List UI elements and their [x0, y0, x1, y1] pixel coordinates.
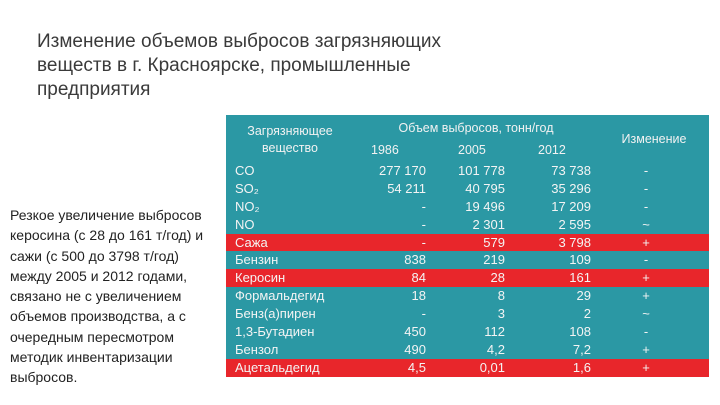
value-1986: 18: [411, 288, 426, 304]
year-1986: 1986: [371, 143, 399, 157]
slide-title: Изменение объемов выбросов загрязняющих …: [37, 31, 442, 100]
value-2005: 8: [497, 288, 505, 304]
value-2012: 161: [569, 270, 591, 286]
value-2005: 112: [484, 324, 505, 340]
value-1986: 4,5: [407, 359, 426, 375]
value-1986: 84: [411, 270, 426, 286]
pollutant-name: Керосин: [235, 270, 286, 286]
pollutant-name: Бенз(а)пирен: [235, 306, 316, 322]
year-2012: 2012: [538, 143, 566, 157]
value-1986: 838: [404, 252, 426, 268]
change-indicator: ~: [642, 216, 650, 232]
table-body: CO 277 170 101 778 73 738- SO₂ 54 211 40 795 35…: [226, 162, 709, 377]
table-row: Керосин 84 28 161 +: [226, 269, 709, 288]
value-2012: 73 738: [551, 163, 591, 178]
value-1986: 277 170: [379, 163, 426, 178]
header-pollutant-line2: вещество: [262, 141, 318, 155]
table-row: 1,3-Бутадиен 450 112 108 -: [226, 323, 709, 341]
change-indicator: ~: [642, 306, 650, 322]
value-2012: 7,2: [572, 341, 591, 357]
value-1986: -: [421, 216, 426, 232]
value-2012: 35 296: [551, 180, 591, 196]
value-2005: 4,2: [486, 341, 505, 357]
header-pollutant: Загрязняющее вещество: [226, 123, 354, 157]
value-2005: 40 795: [465, 180, 505, 196]
pollutant-name: CO: [235, 163, 255, 178]
value-1986: -: [421, 306, 426, 322]
change-indicator: +: [642, 341, 650, 357]
value-2012: 3 798: [558, 234, 591, 250]
pollutant-name: Ацетальдегид: [235, 359, 320, 375]
change-indicator: -: [643, 324, 649, 340]
emissions-table: Загрязняющее вещество Объем выбросов, то…: [226, 115, 709, 377]
value-2005: 28: [490, 270, 505, 286]
pollutant-name: NO₂: [235, 198, 260, 214]
value-2005: 101 778: [458, 163, 505, 178]
change-indicator: +: [642, 234, 650, 250]
pollutant-name: Бензол: [235, 341, 279, 357]
note-text: Резкое увеличение выбросов керосина (с 2…: [10, 207, 204, 386]
pollutant-name: Формальдегид: [235, 288, 325, 304]
pollutant-name: Сажа: [235, 234, 268, 250]
change-indicator: -: [643, 180, 649, 196]
table-row: Бензин 838 219 109 -: [226, 251, 709, 269]
value-2005: 2 301: [472, 216, 505, 232]
value-2005: 579: [483, 234, 505, 250]
value-1986: -: [421, 234, 426, 250]
table-row: Бензол 490 4,2 7,2 +: [226, 341, 709, 359]
table-row: Бенз(а)пирен - 3 2 ~: [226, 305, 709, 323]
value-1986: -: [421, 198, 426, 214]
change-indicator: -: [643, 252, 649, 268]
table-row: NO₂ - 19 496 17 209 -: [226, 198, 709, 216]
change-indicator: -: [643, 198, 649, 214]
table-row: NO - 2 301 2 595 ~: [226, 216, 709, 234]
table-row: CO 277 170 101 778 73 738 -: [226, 162, 709, 180]
value-2005: 3: [497, 306, 505, 322]
table-row: Ацетальдегид 4,5 0,01 1,6 +: [226, 358, 709, 377]
table-row: Сажа - 579 3 798 +: [226, 233, 709, 252]
change-indicator: +: [642, 270, 650, 286]
pollutant-name: Бензин: [235, 252, 279, 268]
table-row: Формальдегид 18 8 29 +: [226, 287, 709, 305]
header-change: Изменение: [621, 132, 687, 146]
value-2012: 17 209: [551, 198, 591, 214]
value-2005: 219: [483, 252, 505, 268]
pollutant-name: 1,3-Бутадиен: [235, 324, 315, 340]
value-2012: 29: [576, 288, 591, 304]
value-2012: 2 595: [558, 216, 591, 232]
change-indicator: +: [642, 359, 650, 375]
value-1986: 490: [404, 341, 426, 357]
change-indicator: +: [642, 288, 650, 304]
change-indicator: -: [643, 163, 649, 178]
value-2012: 1,6: [572, 359, 591, 375]
value-2005: 0,01: [479, 359, 505, 375]
year-2005: 2005: [458, 143, 486, 157]
pollutant-name: SO₂: [235, 180, 259, 196]
value-2012: 2: [583, 306, 591, 322]
header-pollutant-line1: Загрязняющее: [247, 124, 333, 138]
value-1986: 450: [404, 324, 426, 340]
value-1986: 54 211: [387, 180, 426, 196]
table-row: SO₂ 54 211 40 795 35 296 -: [226, 180, 709, 198]
value-2012: 108: [569, 324, 591, 340]
header-volume: Объем выбросов, тонн/год: [398, 121, 554, 135]
value-2012: 109: [569, 252, 591, 268]
value-2005: 19 496: [465, 198, 505, 214]
pollutant-name: NO: [235, 216, 255, 232]
